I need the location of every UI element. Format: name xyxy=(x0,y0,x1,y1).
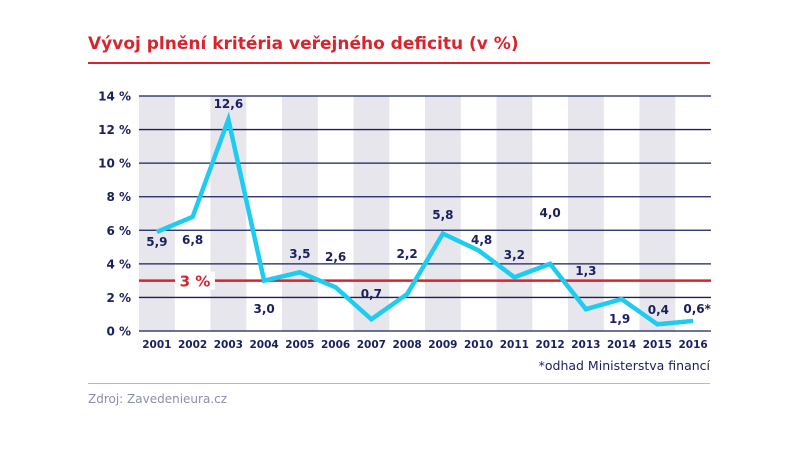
column-band xyxy=(639,96,676,331)
x-tick-label: 2004 xyxy=(250,339,279,351)
footnote: *odhad Ministerstva financí xyxy=(538,358,710,373)
x-tick-label: 2015 xyxy=(643,339,672,351)
data-label: 4,8 xyxy=(471,233,492,247)
source-text: Zdroj: Zavedenieura.cz xyxy=(88,392,228,406)
x-tick-label: 2003 xyxy=(214,339,243,351)
data-label: 5,9 xyxy=(146,235,167,249)
y-tick-label: 4 % xyxy=(106,257,131,271)
x-tick-label: 2010 xyxy=(464,339,493,351)
data-label: 0,4 xyxy=(648,303,669,317)
data-label: 3,2 xyxy=(504,248,525,262)
column-band xyxy=(282,96,318,331)
x-tick-label: 2013 xyxy=(571,339,600,351)
x-tick-label: 2008 xyxy=(393,339,422,351)
column-band xyxy=(496,96,533,331)
column-band xyxy=(210,96,247,331)
x-tick-label: 2006 xyxy=(321,339,350,351)
chart-title: Vývoj plnění kritéria veřejného deficitu… xyxy=(88,34,519,54)
data-label: 2,2 xyxy=(396,247,417,261)
x-tick-label: 2002 xyxy=(178,339,207,351)
x-tick-label: 2014 xyxy=(607,339,636,351)
y-tick-label: 8 % xyxy=(106,190,131,204)
series-line xyxy=(155,111,694,327)
column-band xyxy=(353,96,390,331)
data-label: 2,6 xyxy=(325,250,346,264)
column-band xyxy=(425,96,461,331)
x-tick-label: 2009 xyxy=(428,339,457,351)
column-band xyxy=(139,96,175,331)
y-tick-label: 0 % xyxy=(106,325,131,339)
x-tick-label: 2016 xyxy=(679,339,708,351)
data-label: 0,7 xyxy=(361,287,382,301)
y-tick-label: 10 % xyxy=(98,157,131,171)
data-label: 6,8 xyxy=(182,233,203,247)
x-tick-label: 2012 xyxy=(536,339,565,351)
threshold-label: 3 % xyxy=(180,273,211,291)
title-divider xyxy=(88,62,710,64)
data-label: 1,9 xyxy=(609,312,630,326)
data-label: 3,0 xyxy=(253,302,274,316)
data-label: 12,6 xyxy=(214,97,244,111)
data-label: 0,6* xyxy=(683,302,711,316)
y-tick-label: 6 % xyxy=(106,224,131,238)
threshold-label-bg xyxy=(175,271,215,290)
footer-divider xyxy=(88,383,710,384)
y-tick-label: 2 % xyxy=(106,291,131,305)
x-tick-label: 2005 xyxy=(285,339,314,351)
x-tick-label: 2007 xyxy=(357,339,386,351)
x-tick-label: 2011 xyxy=(500,339,529,351)
data-label: 3,5 xyxy=(289,247,310,261)
data-label: 4,0 xyxy=(539,206,560,220)
x-tick-label: 2001 xyxy=(142,339,171,351)
data-label: 5,8 xyxy=(432,208,453,222)
y-tick-label: 14 % xyxy=(98,90,131,104)
data-label: 1,3 xyxy=(575,264,596,278)
y-tick-label: 12 % xyxy=(98,123,131,137)
